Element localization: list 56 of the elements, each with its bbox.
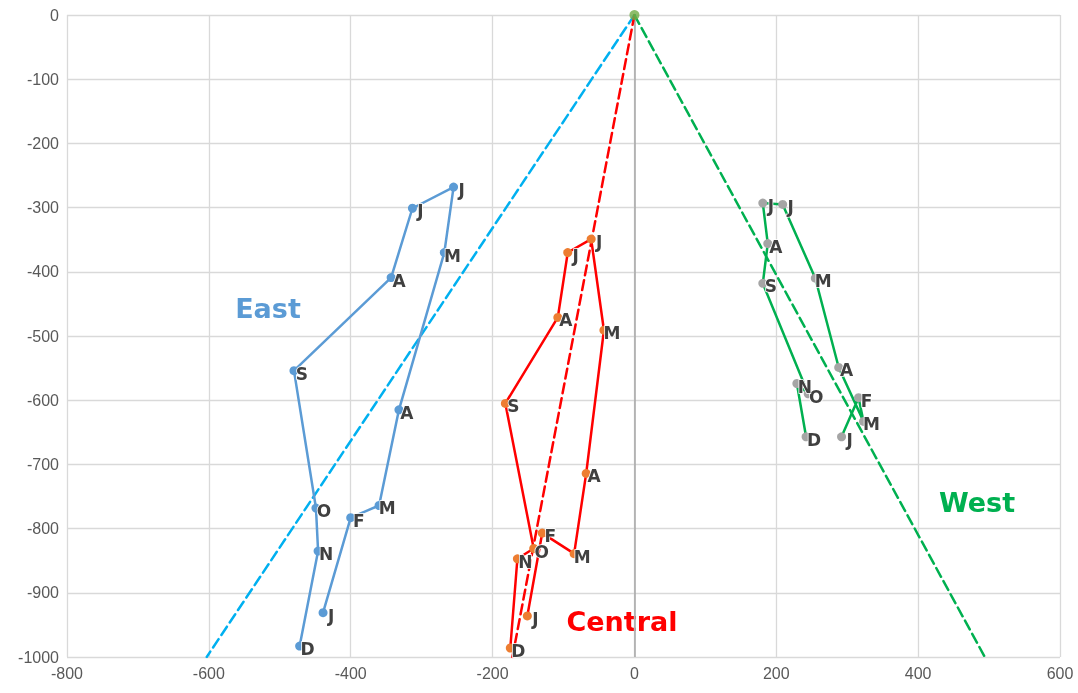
x-tick-label: -200 xyxy=(476,664,509,682)
x-tick-label: -800 xyxy=(50,664,84,682)
data-label: O xyxy=(316,501,332,522)
point xyxy=(586,234,596,244)
point xyxy=(407,203,417,213)
data-label: A xyxy=(392,270,407,291)
data-label: F xyxy=(860,390,873,411)
data-label: J xyxy=(531,608,539,629)
text: West xyxy=(938,486,1016,518)
data-label: M xyxy=(443,245,461,266)
y-tick-label: -100 xyxy=(26,70,60,88)
y-tick-label: -800 xyxy=(26,520,60,538)
data-label: F xyxy=(352,510,365,531)
data-label: J xyxy=(595,232,603,253)
series-label: East xyxy=(235,292,301,324)
y-tick-label: -200 xyxy=(26,134,60,152)
data-label: A xyxy=(559,310,574,331)
y-tick-label: 0 xyxy=(50,6,60,24)
data-label: D xyxy=(300,639,315,660)
data-label: A xyxy=(840,360,855,381)
data-label: M xyxy=(814,271,832,292)
data-label: S xyxy=(295,363,309,384)
y-tick-label: -500 xyxy=(26,327,60,345)
y-tick-label: -300 xyxy=(26,199,60,217)
data-label: D xyxy=(807,429,822,450)
y-tick-label: -900 xyxy=(26,584,60,602)
x-tick-label: 600 xyxy=(1046,664,1074,682)
data-label: A xyxy=(400,402,415,423)
data-label: A xyxy=(587,466,602,487)
data-label: S xyxy=(507,396,520,417)
point xyxy=(629,10,640,20)
point xyxy=(318,608,328,618)
point xyxy=(522,611,532,621)
data-label: J xyxy=(416,201,424,222)
data-label: M xyxy=(378,498,396,519)
x-tick-label: -600 xyxy=(192,664,225,682)
data-label: J xyxy=(786,197,794,218)
y-tick-label: -600 xyxy=(26,391,60,409)
y-tick-label: -400 xyxy=(26,263,60,281)
data-label: J xyxy=(326,605,335,626)
data-label: J xyxy=(571,245,579,266)
y-tick-label: -1000 xyxy=(18,648,60,666)
series-label: Central xyxy=(566,605,678,637)
data-label: M xyxy=(573,546,591,567)
data-label: M xyxy=(603,323,621,344)
data-label: J xyxy=(845,429,853,450)
x-tick-label: 400 xyxy=(904,664,932,682)
x-tick-label: 200 xyxy=(762,664,790,682)
y-tick-label: -700 xyxy=(26,455,60,473)
data-label: M xyxy=(863,414,880,435)
data-label: A xyxy=(769,236,784,257)
x-tick-label: 0 xyxy=(629,664,639,682)
data-label: N xyxy=(318,544,334,565)
data-label: S xyxy=(764,276,777,297)
x-tick-label: -400 xyxy=(334,664,367,682)
data-label: J xyxy=(457,180,465,201)
